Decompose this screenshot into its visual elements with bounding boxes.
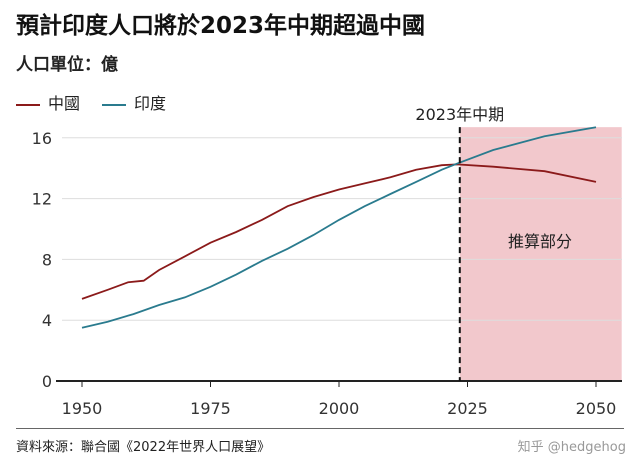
x-tick-label: 2000 bbox=[319, 399, 360, 418]
legend-label: 中國 bbox=[48, 94, 81, 113]
projection-label: 推算部分 bbox=[508, 232, 572, 251]
y-tick-label: 4 bbox=[42, 311, 52, 330]
projection-shade bbox=[459, 127, 622, 381]
x-tick-label: 1975 bbox=[190, 399, 231, 418]
y-tick-label: 12 bbox=[32, 190, 52, 209]
unit-label: 人口單位：億 bbox=[16, 55, 118, 75]
legend-china: 中國 bbox=[16, 90, 80, 114]
series-line-india bbox=[81, 126, 597, 329]
legend-india: 印度 bbox=[102, 90, 166, 114]
x-tick-label: 2025 bbox=[447, 399, 488, 418]
divider bbox=[16, 428, 624, 429]
y-tick-label: 0 bbox=[42, 372, 52, 391]
x-tick-label: 1950 bbox=[62, 399, 103, 418]
legend: 中國 印度 bbox=[16, 90, 166, 114]
legend-label: 印度 bbox=[134, 94, 167, 113]
source: 資料來源：聯合國《2022年世界人口展望》 bbox=[16, 440, 271, 455]
chart-title: 預計印度人口將於2023年中期超過中國 bbox=[16, 13, 426, 39]
x-tick-label: 2050 bbox=[576, 399, 617, 418]
annotation-label: 2023年中期 bbox=[415, 105, 504, 124]
y-tick-label: 8 bbox=[42, 250, 52, 269]
watermark: 知乎 @hedgehog bbox=[517, 440, 626, 455]
y-tick-label: 16 bbox=[32, 129, 52, 148]
